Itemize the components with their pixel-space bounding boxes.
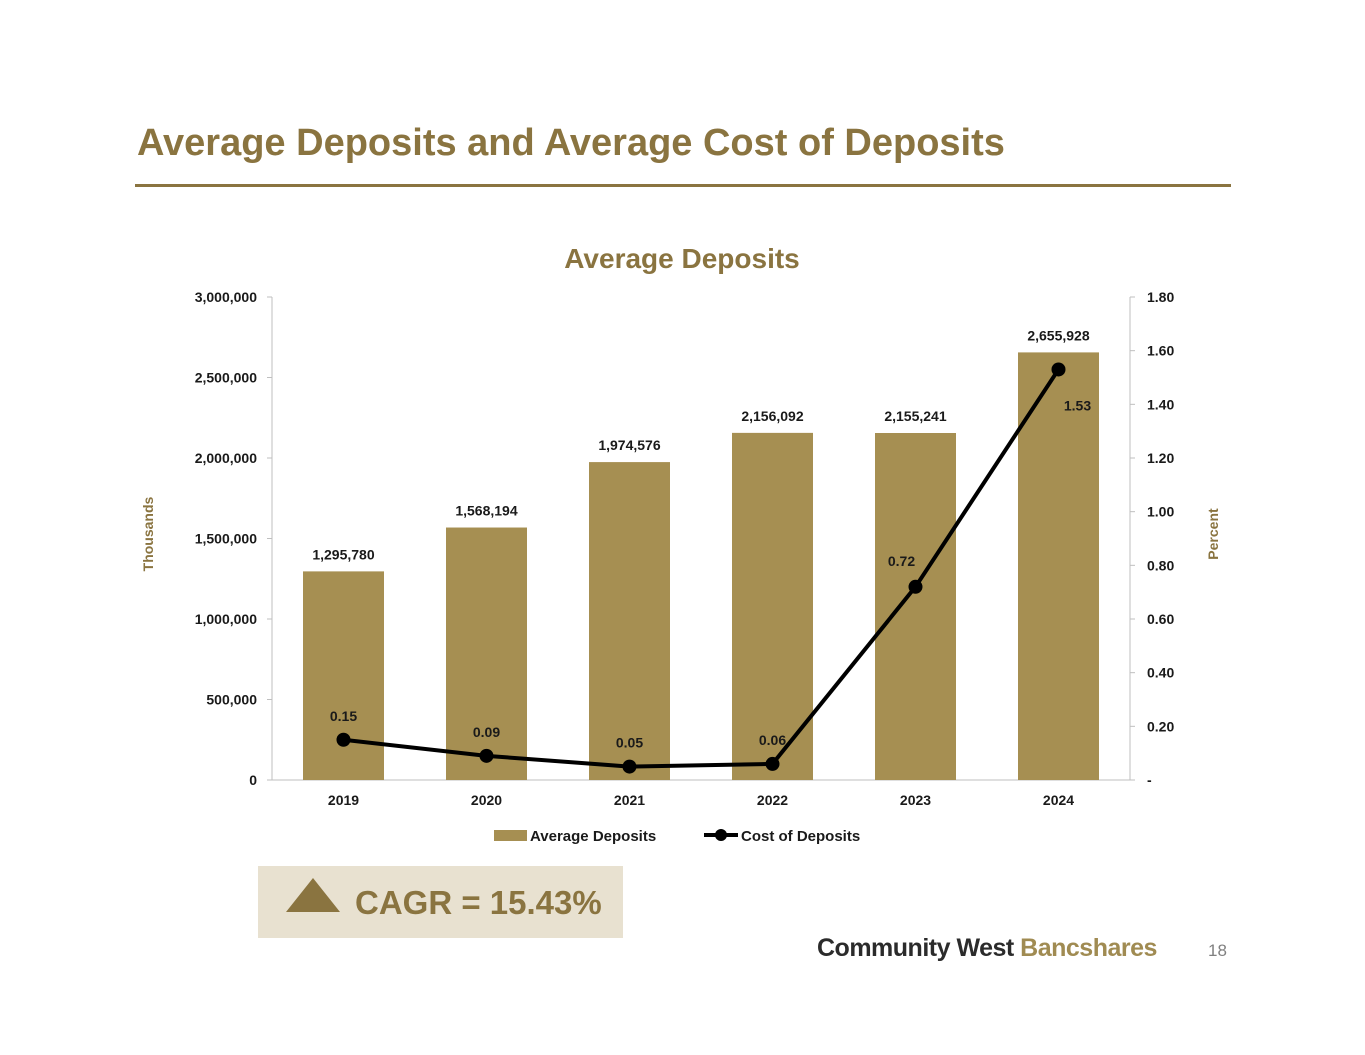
legend-label-average-deposits: Average Deposits xyxy=(530,828,656,845)
right-axis-tick-label: 1.80 xyxy=(1147,289,1174,305)
line-point-cost-of-deposits xyxy=(622,759,637,774)
right-axis-tick-label: 1.60 xyxy=(1147,343,1174,359)
bar-average-deposits xyxy=(446,527,527,780)
slide-title: Average Deposits and Average Cost of Dep… xyxy=(137,122,1005,164)
right-axis-tick-label: 0.40 xyxy=(1147,665,1174,681)
page-number: 18 xyxy=(1208,941,1227,960)
x-axis-tick-label: 2019 xyxy=(328,792,359,808)
right-axis-tick-label: 1.40 xyxy=(1147,396,1174,412)
left-axis-tick-label: 3,000,000 xyxy=(195,289,257,305)
logo-text-community-west: Community West xyxy=(817,934,1021,962)
left-axis-tick-label: 2,000,000 xyxy=(195,450,257,466)
right-axis-tick-label: 0.80 xyxy=(1147,557,1174,573)
line-point-cost-of-deposits xyxy=(908,579,923,594)
line-cost-of-deposits xyxy=(343,368,1061,769)
line-data-label: 0.09 xyxy=(473,724,500,740)
logo-text-bancshares: Bancshares xyxy=(1020,934,1157,962)
cagr-label: CAGR = 15.43% xyxy=(355,884,602,921)
bar-average-deposits xyxy=(732,432,813,780)
bar-average-deposits xyxy=(875,433,956,780)
right-axis-tick-label: 1.20 xyxy=(1147,450,1174,466)
right-axis-title: Percent xyxy=(1205,508,1221,560)
title-divider xyxy=(135,184,1231,187)
x-axis-tick-label: 2022 xyxy=(757,792,788,808)
left-axis-tick-label: 1,500,000 xyxy=(195,531,257,547)
left-axis-title: Thousands xyxy=(140,496,156,571)
x-axis-tick-label: 2021 xyxy=(614,792,645,808)
bar-average-deposits xyxy=(589,462,670,780)
right-axis-tick-label: 0.20 xyxy=(1147,718,1174,734)
line-data-label: 0.15 xyxy=(330,708,357,724)
chart-title: Average Deposits xyxy=(564,243,800,274)
right-axis-tick-label: - xyxy=(1147,772,1152,788)
x-axis-tick-label: 2024 xyxy=(1043,792,1074,808)
bar-data-label: 2,156,092 xyxy=(741,408,803,424)
left-axis-tick-label: 1,000,000 xyxy=(195,611,257,627)
line-point-cost-of-deposits xyxy=(336,732,351,747)
line-data-label: 0.05 xyxy=(616,735,643,751)
bar-data-label: 1,295,780 xyxy=(312,546,374,562)
right-axis-tick-label: 1.00 xyxy=(1147,504,1174,520)
line-data-label: 0.72 xyxy=(888,553,915,569)
left-axis-tick-label: 2,500,000 xyxy=(195,370,257,386)
line-point-cost-of-deposits xyxy=(479,748,494,763)
bar-data-label: 1,974,576 xyxy=(598,437,660,453)
line-point-cost-of-deposits xyxy=(765,756,780,771)
line-point-cost-of-deposits xyxy=(1051,362,1066,377)
company-logo: Community West Bancshares xyxy=(817,934,1157,963)
bar-data-label: 2,155,241 xyxy=(884,408,946,424)
legend-label-cost-of-deposits: Cost of Deposits xyxy=(741,828,860,845)
bar-average-deposits xyxy=(1018,352,1099,780)
bar-data-label: 1,568,194 xyxy=(455,503,517,519)
legend-swatch-average-deposits xyxy=(494,830,527,841)
triangle-up-icon xyxy=(286,878,340,912)
bar-data-label: 2,655,928 xyxy=(1027,327,1089,343)
left-axis-tick-label: 500,000 xyxy=(206,692,257,708)
left-axis-tick-label: 0 xyxy=(249,772,257,788)
bar-average-deposits xyxy=(303,571,384,780)
line-data-label: 0.06 xyxy=(759,732,786,748)
x-axis-tick-label: 2020 xyxy=(471,792,502,808)
line-data-label: 1.53 xyxy=(1064,397,1091,413)
right-axis-tick-label: 0.60 xyxy=(1147,611,1174,627)
legend-marker-cost-of-deposits xyxy=(715,829,727,841)
x-axis-tick-label: 2023 xyxy=(900,792,931,808)
